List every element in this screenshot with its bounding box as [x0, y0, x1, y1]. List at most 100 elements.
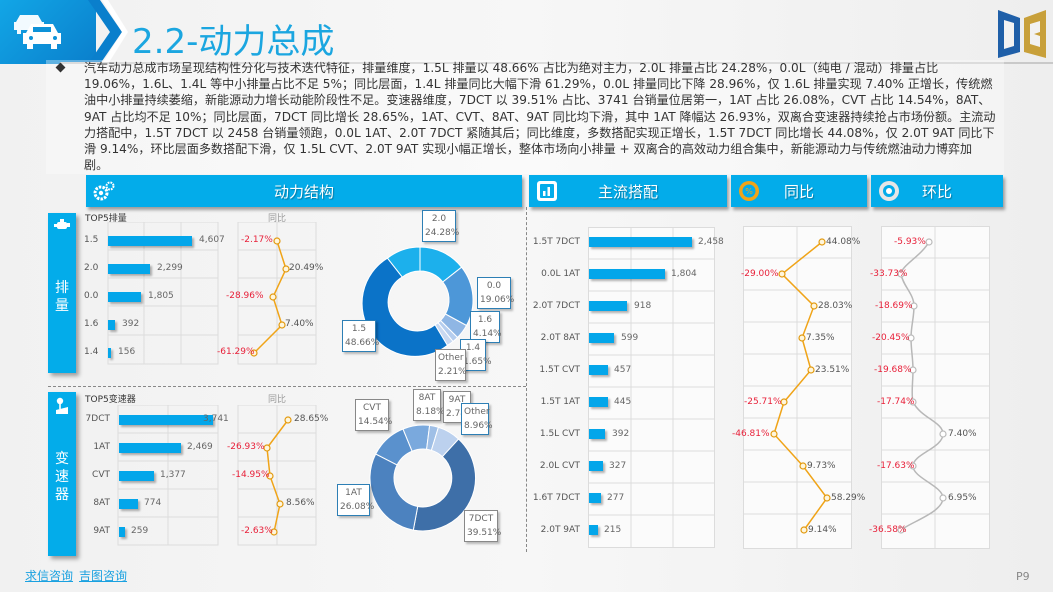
- footer-link-jitu[interactable]: 吉图咨询: [79, 569, 128, 583]
- slice-value: 14.54%: [358, 417, 393, 427]
- category-label: 1.5T CVT: [539, 365, 580, 375]
- section-label: 主流搭配: [597, 182, 658, 201]
- bar: [589, 333, 614, 343]
- slice-label: 0.0: [486, 281, 502, 291]
- slice-callout: 7DCT 39.51%: [464, 510, 502, 542]
- yoy-label: -2.63%: [241, 526, 273, 536]
- bar: [119, 443, 181, 453]
- mom-label: -20.45%: [872, 333, 910, 343]
- slice-label: 7DCT: [468, 514, 494, 524]
- mom-label: -18.69%: [875, 301, 913, 311]
- mom-label: -33.73%: [870, 269, 908, 279]
- category-label: 8AT: [93, 498, 110, 508]
- yoy-label: -2.17%: [241, 235, 273, 245]
- value-label: 1,804: [671, 269, 697, 279]
- summary-background: [46, 60, 1004, 174]
- slice-value: 8.96%: [464, 421, 493, 431]
- category-label: 2.0T 8AT: [540, 333, 580, 343]
- value-label: 1,377: [160, 470, 186, 480]
- category-label: 1.4: [84, 347, 99, 357]
- footer-link-qiuxin[interactable]: 求信咨询: [25, 569, 74, 583]
- chart-title: 同比: [268, 214, 287, 224]
- value-label: 3,741: [203, 414, 229, 424]
- side-tab-label: 排量: [55, 280, 69, 314]
- value-label: 259: [131, 526, 149, 536]
- slice-callout: 1.6 4.14%: [470, 311, 502, 343]
- mom-label: -17.63%: [877, 461, 915, 471]
- slice-label: 1.5: [351, 324, 367, 334]
- value-label: 774: [144, 498, 162, 508]
- yoy-label: -29.00%: [741, 269, 779, 279]
- value-label: 327: [609, 461, 627, 471]
- slice-callout: 2.0 24.28%: [422, 210, 460, 242]
- category-label: 1.5T 7DCT: [532, 237, 580, 247]
- mom-label: 6.95%: [948, 493, 977, 503]
- bar: [108, 264, 150, 274]
- chart-title: 同比: [268, 395, 287, 405]
- bar: [589, 365, 608, 375]
- section-header-yoy: % 同比: [731, 175, 867, 207]
- bar: [108, 292, 141, 302]
- yoy-label: -25.71%: [744, 397, 782, 407]
- mom-label: -36.58%: [869, 525, 907, 535]
- section-label: 同比: [783, 182, 814, 201]
- yoy-label: 7.35%: [806, 333, 835, 343]
- category-label: CVT: [92, 470, 110, 480]
- section-label: 环比: [921, 182, 952, 201]
- section-header-mom: 环比: [871, 175, 1003, 207]
- yoy-label: 58.29%: [831, 493, 866, 503]
- slice-callout: 0.0 19.06%: [477, 277, 515, 309]
- slice-value: 26.08%: [340, 502, 375, 512]
- header-divider: [60, 62, 1053, 64]
- mom-label: -17.74%: [877, 397, 915, 407]
- slice-value: 19.06%: [480, 295, 515, 305]
- chart-title: TOP5排量: [85, 214, 127, 224]
- cars-icon: [14, 15, 61, 49]
- category-label: 9AT: [93, 526, 110, 536]
- slice-value: 39.51%: [467, 528, 502, 538]
- category-label: 1.5T 1AT: [540, 397, 580, 407]
- yoy-label: 28.03%: [818, 301, 853, 311]
- displacement-donut: [361, 246, 474, 357]
- value-label: 156: [118, 347, 136, 357]
- yoy-label: 9.73%: [807, 461, 836, 471]
- yoy-label: -46.81%: [732, 429, 770, 439]
- side-tab-label: 变速器: [55, 451, 69, 503]
- value-label: 1,805: [148, 291, 174, 301]
- value-label: 392: [122, 319, 140, 329]
- category-label: 1.6: [84, 319, 99, 329]
- slice-callout: 8AT 8.18%: [413, 389, 445, 421]
- value-label: 392: [612, 429, 630, 439]
- value-label: 2,469: [187, 442, 213, 452]
- slice-value: 8.18%: [416, 407, 445, 417]
- mainstream-yoy-line: [743, 226, 852, 549]
- category-label: 2.0: [84, 263, 99, 273]
- bar: [589, 461, 603, 471]
- percent-icon: %: [739, 181, 759, 201]
- slice-label: Other: [438, 353, 464, 363]
- slice-label: 1AT: [345, 488, 362, 498]
- slice-label: 1.6: [477, 315, 493, 325]
- value-label: 2,458: [698, 237, 724, 247]
- chevron-icon: [88, 0, 128, 64]
- mom-label: 7.40%: [948, 429, 977, 439]
- mainstream-bar-grid: [588, 227, 715, 548]
- side-tab-transmission: 变速器: [48, 392, 76, 556]
- value-label: 445: [614, 397, 632, 407]
- side-tab-displacement: 排量: [48, 213, 76, 373]
- value-label: 918: [634, 301, 652, 311]
- yoy-label: 8.56%: [286, 498, 315, 508]
- svg-text:%: %: [745, 187, 753, 196]
- engine-icon: [54, 219, 70, 229]
- yoy-label: 9.14%: [808, 525, 837, 535]
- section-divider: [526, 207, 527, 552]
- yoy-label: -28.96%: [226, 291, 264, 301]
- gear-shift-icon: [56, 397, 68, 414]
- slice-value: 24.28%: [425, 228, 460, 238]
- slice-value: 2.74%: [446, 407, 475, 421]
- bar: [108, 320, 115, 330]
- value-label: 457: [614, 365, 632, 375]
- bar: [119, 415, 213, 425]
- bar: [589, 429, 605, 439]
- mom-label: -19.68%: [874, 365, 912, 375]
